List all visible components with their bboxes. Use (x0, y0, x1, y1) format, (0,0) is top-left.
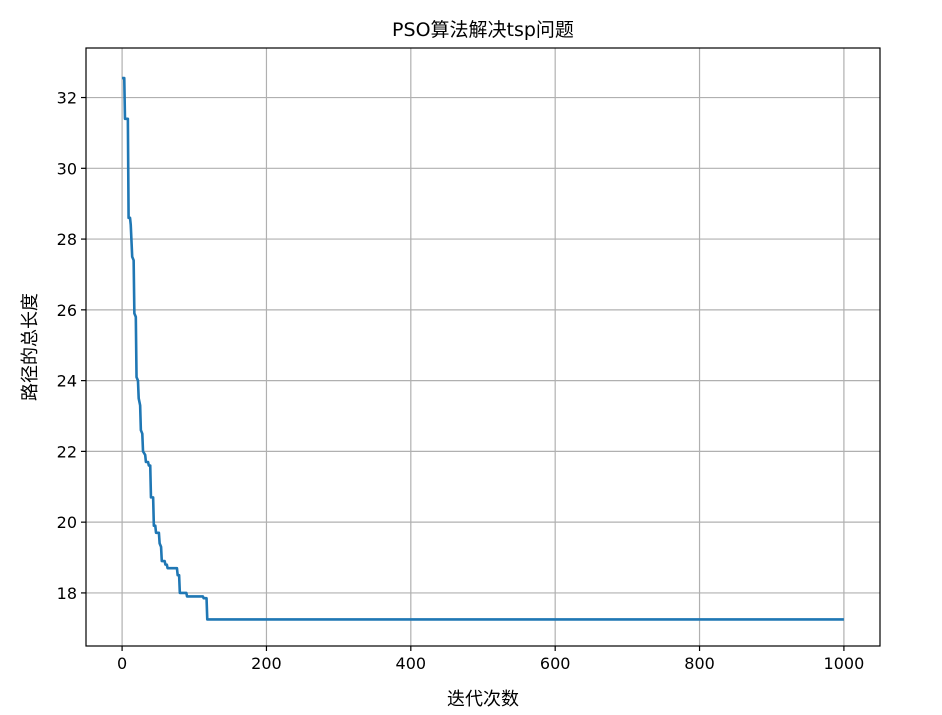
x-tick-label: 400 (396, 654, 427, 673)
x-axis-title: 迭代次数 (447, 689, 519, 710)
chart-title: PSO算法解决tsp问题 (392, 19, 574, 41)
y-tick-label: 30 (57, 159, 77, 178)
x-tick-label: 800 (684, 654, 715, 673)
y-tick-label: 18 (57, 584, 77, 603)
grid (86, 48, 880, 646)
ticks: 0 200 400 600 800 1000 18 20 22 24 26 28 30 32 (57, 89, 865, 673)
x-tick-label: 1000 (824, 654, 865, 673)
y-tick-label: 22 (57, 442, 77, 461)
y-tick-label: 20 (57, 513, 77, 532)
series-layer (122, 76, 844, 621)
plot-frame (85, 47, 881, 647)
y-tick-label: 24 (57, 372, 77, 391)
x-tick-label: 600 (540, 654, 571, 673)
series-line (122, 76, 844, 621)
y-tick-label: 26 (57, 301, 77, 320)
x-tick-label: 200 (251, 654, 282, 673)
y-tick-label: 28 (57, 230, 77, 249)
x-tick-label: 0 (117, 654, 127, 673)
y-tick-label: 32 (57, 89, 77, 108)
y-axis-title: 路径的总长度 (20, 293, 41, 401)
